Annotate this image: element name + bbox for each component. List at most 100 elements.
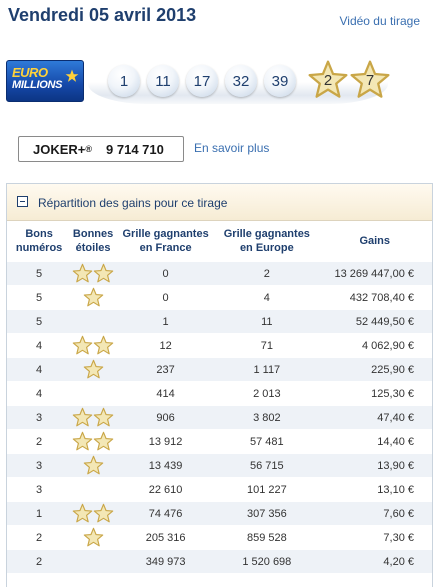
ball-number: 39 [264, 65, 296, 97]
video-link[interactable]: Vidéo du tirage [339, 14, 420, 28]
cell-numbers: 5 [7, 309, 72, 334]
cell-europe: 4 [216, 285, 318, 310]
euromillions-logo: EURO MILLIONS [6, 60, 84, 102]
cell-numbers: 1 [7, 501, 72, 526]
cell-france: 13 439 [114, 453, 217, 478]
gains-table: Bons numéros Bonnes étoiles Grille gagnant… [7, 221, 432, 573]
panel-header[interactable]: Répartition des gains pour ce tirage [7, 184, 432, 221]
table-row: 1 74 476 307 356 7,60 € [7, 501, 432, 526]
cell-europe: 71 [216, 333, 318, 358]
logo-line1: EURO [12, 65, 48, 80]
cell-europe: 2 013 [216, 381, 318, 406]
logo-line2: MILLIONS [12, 79, 63, 91]
lucky-star: 7 [349, 59, 391, 101]
table-row: 3 13 439 56 715 13,90 € [7, 453, 432, 478]
stars-group [71, 287, 115, 308]
star-icon [72, 407, 93, 427]
stars-group [71, 527, 115, 548]
star-icon [93, 503, 114, 523]
cell-numbers: 5 [7, 285, 72, 310]
star-icon [72, 335, 93, 355]
star-icon [83, 455, 103, 475]
star-icon [350, 60, 390, 98]
cell-europe: 2 [216, 261, 318, 286]
col-header-gains: Gains [359, 235, 391, 247]
joker-number: 9 714 710 [106, 141, 164, 157]
cell-gain: 13 269 447,00 € [317, 261, 432, 286]
header: Vendredi 05 avril 2013 Vidéo du tirage [0, 0, 437, 40]
cell-stars [71, 285, 115, 310]
cell-numbers: 3 [7, 405, 72, 430]
cell-europe: 56 715 [216, 453, 318, 478]
ball-number: 17 [186, 65, 218, 97]
cell-gain: 14,40 € [317, 429, 432, 454]
star-icon [93, 431, 114, 451]
cell-france: 1 [114, 309, 217, 334]
table-row: 3 906 3 802 47,40 € [7, 405, 432, 430]
cell-gain: 13,10 € [317, 477, 432, 502]
stars-group [71, 263, 115, 284]
cell-gain: 7,30 € [317, 525, 432, 550]
cell-europe: 859 528 [216, 525, 318, 550]
cell-france: 13 912 [114, 429, 217, 454]
star-icon [72, 263, 93, 283]
gains-panel: Répartition des gains pour ce tirage Bon… [6, 183, 433, 587]
star-icon [93, 263, 114, 283]
draw-results: EURO MILLIONS 1 11 17 32 39 2 7 [0, 56, 437, 108]
cell-france: 22 610 [114, 477, 217, 502]
cell-stars [71, 333, 115, 358]
cell-france: 0 [114, 285, 217, 310]
cell-gain: 7,60 € [317, 501, 432, 526]
stars-group [71, 431, 115, 452]
ball-number: 11 [147, 65, 179, 97]
cell-france: 349 973 [114, 549, 217, 573]
cell-stars [71, 357, 115, 382]
cell-gain: 13,90 € [317, 453, 432, 478]
star-icon [93, 335, 114, 355]
cell-europe: 307 356 [216, 501, 318, 526]
cell-stars [71, 525, 115, 550]
ball-number: 32 [225, 65, 257, 97]
star-icon [83, 359, 103, 379]
panel-title: Répartition des gains pour ce tirage [38, 196, 228, 210]
cell-gain: 52 449,50 € [317, 309, 432, 334]
cell-numbers: 2 [7, 429, 72, 454]
table-row: 4 237 1 117 225,90 € [7, 357, 432, 382]
cell-stars [71, 501, 115, 526]
cell-stars [71, 429, 115, 454]
table-row: 3 22 610 101 227 13,10 € [7, 477, 432, 502]
joker-registered: ® [85, 144, 93, 154]
lucky-star: 2 [307, 59, 349, 101]
stars-group [71, 503, 115, 524]
cell-gain: 225,90 € [317, 357, 432, 382]
logo-star-icon [65, 69, 79, 82]
table-row: 5 1 11 52 449,50 € [7, 309, 432, 334]
table-row: 4 12 71 4 062,90 € [7, 333, 432, 358]
star-icon [93, 407, 114, 427]
cell-gain: 47,40 € [317, 405, 432, 430]
star-icon [83, 287, 103, 307]
cell-europe: 1 117 [216, 357, 318, 382]
cell-gain: 4,20 € [317, 549, 432, 573]
cell-france: 74 476 [114, 501, 217, 526]
joker-label: JOKER+ [33, 141, 86, 157]
star-number: 2 [323, 72, 333, 89]
cell-numbers: 4 [7, 381, 72, 406]
cell-stars [71, 261, 115, 286]
cell-france: 237 [114, 357, 217, 382]
stars-group [71, 407, 115, 428]
cell-stars [71, 549, 115, 573]
collapse-icon[interactable] [17, 196, 28, 207]
cell-france: 0 [114, 261, 217, 286]
cell-stars [71, 405, 115, 430]
learn-more-link[interactable]: En savoir plus [194, 141, 270, 155]
table-row: 2 349 973 1 520 698 4,20 € [7, 549, 432, 573]
star-icon [83, 527, 103, 547]
cell-numbers: 5 [7, 261, 72, 286]
cell-europe: 57 481 [216, 429, 318, 454]
cell-gain: 125,30 € [317, 381, 432, 406]
cell-numbers: 4 [7, 357, 72, 382]
stars-group [71, 455, 115, 476]
cell-numbers: 2 [7, 549, 72, 573]
star-number: 7 [365, 72, 375, 89]
